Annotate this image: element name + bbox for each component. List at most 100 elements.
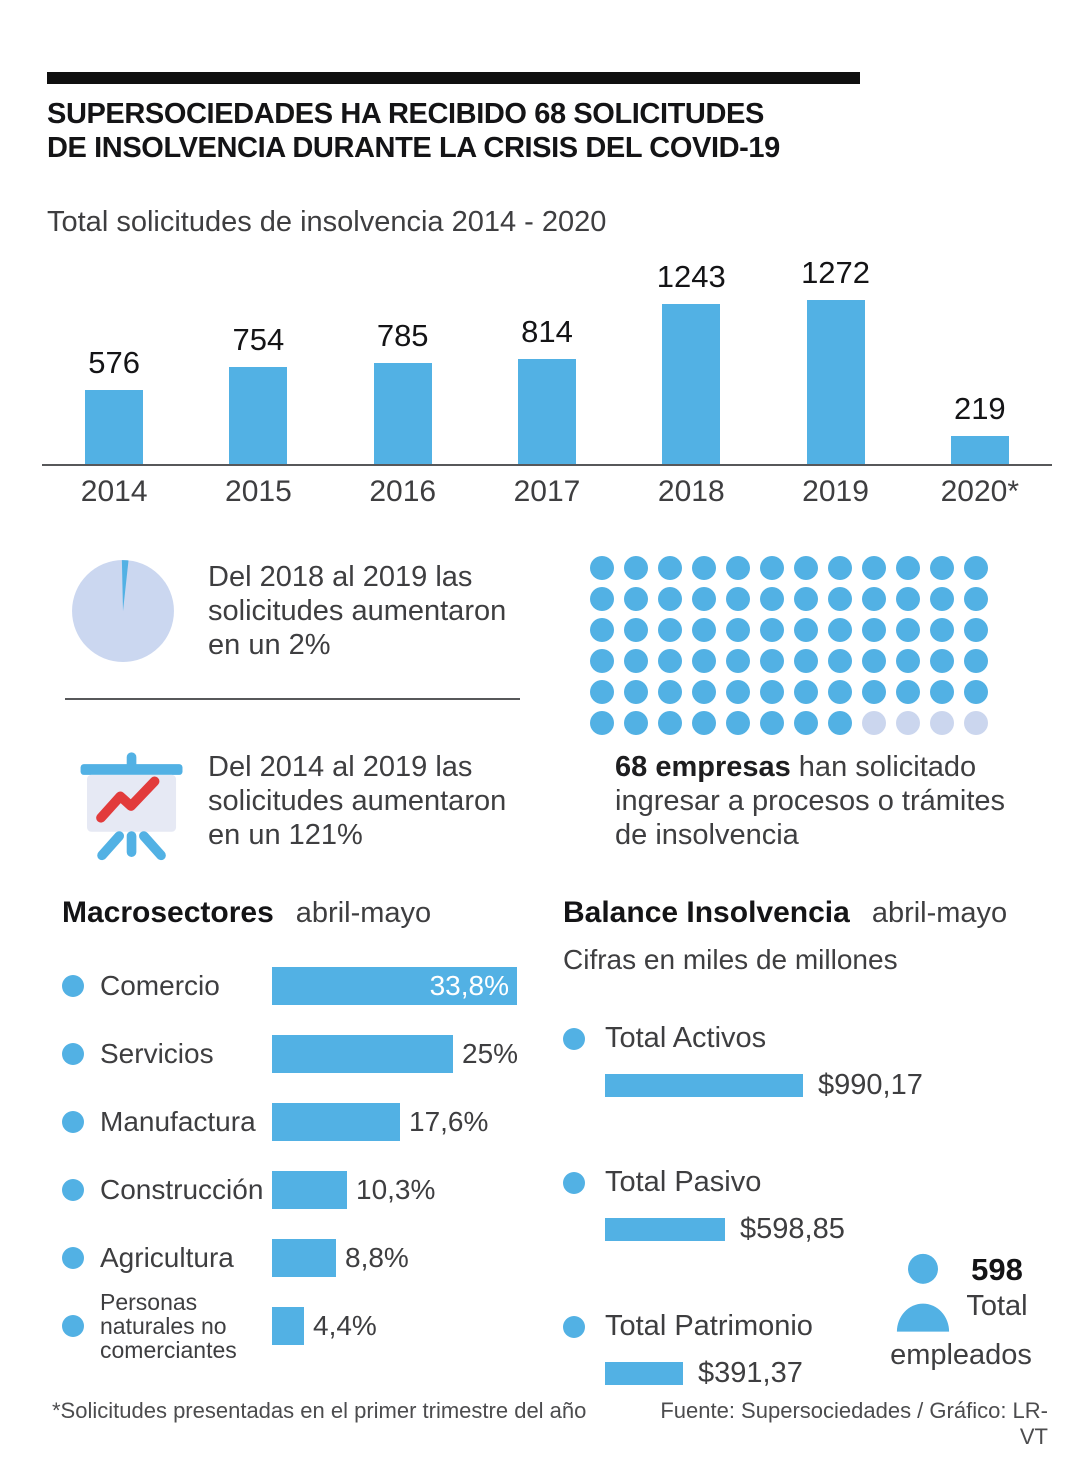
- chart-subtitle: Total solicitudes de insolvencia 2014 - …: [47, 206, 607, 238]
- balance-value-label: $598,85: [740, 1213, 845, 1245]
- year-label: 2020*: [940, 475, 1020, 508]
- company-dot-filled: [624, 711, 648, 735]
- bullet-icon: [62, 1043, 84, 1065]
- bar-column: 1272: [763, 255, 907, 464]
- bar: [950, 436, 1009, 464]
- company-dot-filled: [726, 649, 750, 673]
- year-label: 2015: [225, 475, 292, 508]
- company-dot-empty: [930, 711, 954, 735]
- bullet-icon: [62, 1111, 84, 1133]
- balance-bar: [605, 1362, 683, 1385]
- bar-value-label: 219: [953, 391, 1006, 426]
- bar-column: 219: [908, 391, 1052, 464]
- company-dot-filled: [964, 618, 988, 642]
- company-dot-filled: [726, 711, 750, 735]
- person-icon: [894, 1252, 952, 1339]
- macrosector-value-label: 8,8%: [345, 1242, 409, 1273]
- company-dot-empty: [896, 711, 920, 735]
- yearly-bar-chart: 576 754 785 814 1243 1272 219 2014 2015 2016 2017…: [42, 250, 1052, 509]
- company-dot-filled: [828, 556, 852, 580]
- macrosector-rows: Comercio 33,8% Servicios 25% Manufactura 17,6…: [62, 952, 542, 1362]
- bar: [373, 363, 432, 464]
- bullet-icon: [563, 1027, 585, 1050]
- company-dot-filled: [692, 711, 716, 735]
- balance-label: Total Patrimonio: [605, 1310, 813, 1342]
- macrosector-label: Construcción: [100, 1174, 264, 1206]
- empresas-statement: 68 empresas han solicitado ingresar a pr…: [615, 750, 1045, 853]
- macrosector-value-label: 33,8%: [429, 970, 509, 1001]
- bar-column: 814: [475, 314, 619, 464]
- company-dot-filled: [590, 680, 614, 704]
- bar-value-label: 1243: [656, 259, 726, 294]
- source-credit: Fuente: Supersociedades / Gráfico: LR-VT: [660, 1398, 1048, 1449]
- company-dot-filled: [930, 649, 954, 673]
- company-dot-filled: [896, 680, 920, 704]
- macrosector-row: Manufactura 17,6%: [62, 1088, 542, 1156]
- company-dot-filled: [964, 680, 988, 704]
- company-dot-filled: [862, 618, 886, 642]
- macrosector-bar-wrap: 10,3%: [272, 1171, 435, 1209]
- company-dot-filled: [658, 618, 682, 642]
- bar-column: 785: [331, 318, 475, 464]
- bar-column: 1243: [619, 259, 763, 464]
- bar-column: 754: [186, 322, 330, 464]
- balance-title: Balance Insolvencia: [563, 896, 850, 929]
- balance-item-head: Total Patrimonio: [563, 1310, 893, 1343]
- balance-bar-row: $391,37: [605, 1357, 893, 1390]
- balance-heading: Balance Insolvencia abril-mayo: [563, 896, 1007, 930]
- bar-column: 576: [42, 345, 186, 464]
- balance-bar: [605, 1218, 725, 1241]
- top-rule: [47, 72, 860, 84]
- company-dot-filled: [726, 680, 750, 704]
- company-dot-filled: [760, 680, 784, 704]
- company-dot-filled: [624, 618, 648, 642]
- company-dot-filled: [896, 556, 920, 580]
- bar: [85, 390, 144, 464]
- yearly-bar-chart-years: 2014 2015 2016 2017 2018 2019 2020*: [42, 466, 1052, 509]
- company-dot-filled: [590, 587, 614, 611]
- balance-items: Total Activos $990,17 Total Pasivo $598,85 T…: [563, 1022, 923, 1454]
- macrosector-row: Servicios 25%: [62, 1020, 542, 1088]
- company-dot-filled: [590, 556, 614, 580]
- macrosector-bar: [272, 1035, 453, 1073]
- company-dot-filled: [862, 649, 886, 673]
- company-dot-empty: [964, 711, 988, 735]
- bar: [517, 359, 576, 464]
- footnote: *Solicitudes presentadas en el primer tr…: [52, 1398, 587, 1423]
- year-label: 2017: [513, 475, 581, 508]
- company-dot-filled: [624, 649, 648, 673]
- company-dot-filled: [624, 587, 648, 611]
- company-dot-filled: [964, 556, 988, 580]
- balance-label: Total Activos: [605, 1022, 767, 1054]
- balance-label: Total Pasivo: [605, 1166, 762, 1198]
- balance-period: abril-mayo: [871, 897, 1008, 929]
- page-title-line2: DE INSOLVENCIA DURANTE LA CRISIS DEL COV…: [47, 131, 780, 164]
- company-dot-filled: [658, 649, 682, 673]
- company-dot-filled: [794, 649, 818, 673]
- company-dot-filled: [794, 618, 818, 642]
- macrosector-label: Manufactura: [100, 1106, 256, 1138]
- macrosector-bar: [272, 1307, 304, 1345]
- company-dot-filled: [828, 680, 852, 704]
- bar-value-label: 754: [232, 322, 285, 357]
- company-dot-filled: [726, 587, 750, 611]
- bar: [229, 367, 288, 464]
- balance-item-head: Total Activos: [563, 1022, 893, 1055]
- bar-value-label: 814: [521, 314, 573, 349]
- macrosectores-period: abril-mayo: [295, 897, 432, 929]
- company-dot-filled: [692, 649, 716, 673]
- bullet-icon: [62, 975, 84, 997]
- page-title: SUPERSOCIEDADES HA RECIBIDO 68 SOLICITUD…: [47, 98, 907, 165]
- company-dot-empty: [862, 711, 886, 735]
- macrosector-row: Construcción 10,3%: [62, 1156, 542, 1224]
- macrosector-label: Agricultura: [100, 1242, 234, 1274]
- company-dot-filled: [896, 649, 920, 673]
- employees-badge: 598 Total empleados: [872, 1252, 1050, 1372]
- presentation-chart-icon: [72, 745, 190, 872]
- empresas-rest: han solicitado ingresar a procesos o trá…: [615, 751, 1006, 852]
- balance-bar-row: $990,17: [605, 1069, 923, 1102]
- company-dot-filled: [658, 680, 682, 704]
- balance-value-label: $391,37: [698, 1357, 803, 1389]
- macrosector-label: Servicios: [100, 1038, 214, 1070]
- fact-growth-2014-2019: Del 2014 al 2019 las solicitudes aumenta…: [208, 751, 507, 852]
